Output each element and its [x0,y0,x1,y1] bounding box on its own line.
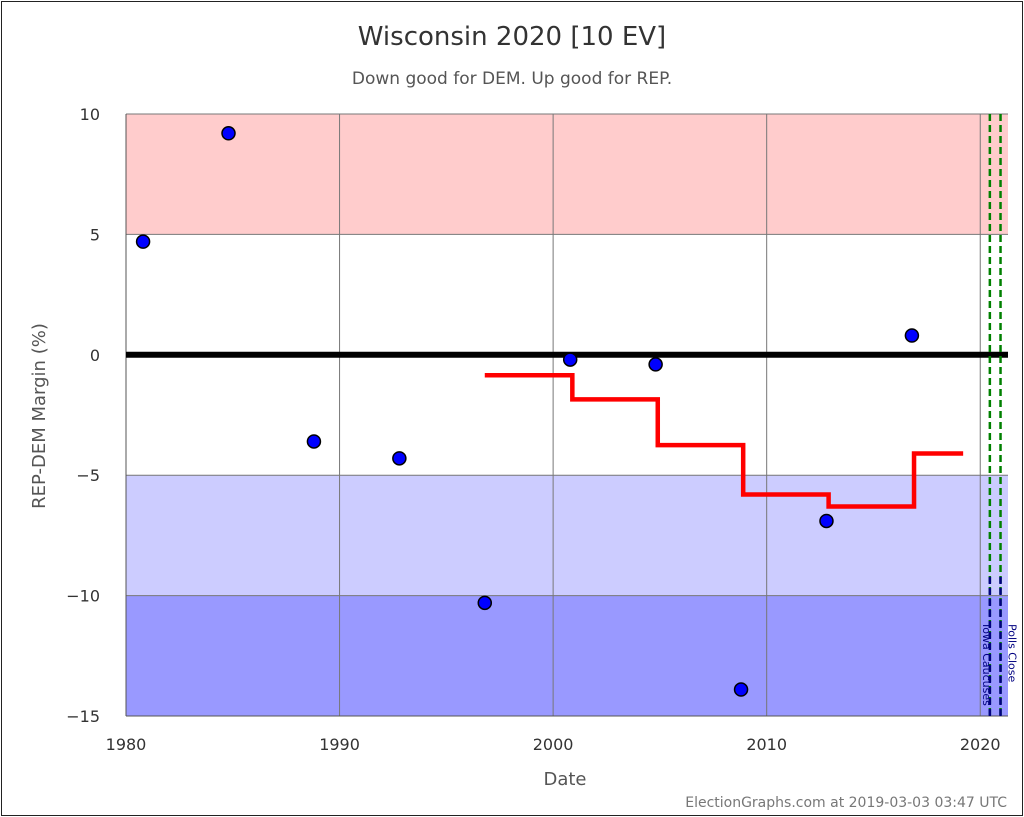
x-tick-label: 2010 [746,735,787,754]
margin-band [126,114,1008,235]
x-tick-label: 2020 [960,735,1001,754]
x-tick-label: 2000 [533,735,574,754]
data-point [819,513,834,529]
data-point [392,451,407,466]
y-tick-label: −15 [66,707,100,726]
y-tick-label: −5 [76,466,100,485]
margin-band [126,475,1008,596]
x-tick-label: 1980 [106,735,147,754]
data-point [477,595,493,611]
x-axis-label: Date [543,769,586,790]
y-tick-label: 5 [90,225,100,244]
data-point [733,682,749,697]
average-line [484,373,964,509]
y-tick-label: 10 [80,105,100,124]
credit-text: ElectionGraphs.com at 2019-03-03 03:47 U… [685,795,1007,811]
y-tick-label: 0 [90,346,100,365]
data-point [904,328,920,343]
data-point [135,234,151,249]
data-point [221,126,236,141]
chart-subtitle: Down good for DEM. Up good for REP. [352,69,672,89]
y-axis-label: REP-DEM Margin (%) [29,323,50,509]
data-point [306,434,322,449]
y-tick-label: −10 [66,587,100,606]
event-label: Iowa Caucuses [980,624,993,706]
data-point [562,352,578,367]
event-label: Polls Close [1006,624,1019,683]
chart-title: Wisconsin 2020 [10 EV] [358,22,666,52]
margin-band [126,595,1008,716]
data-point [648,357,663,372]
x-tick-label: 1990 [319,735,360,754]
